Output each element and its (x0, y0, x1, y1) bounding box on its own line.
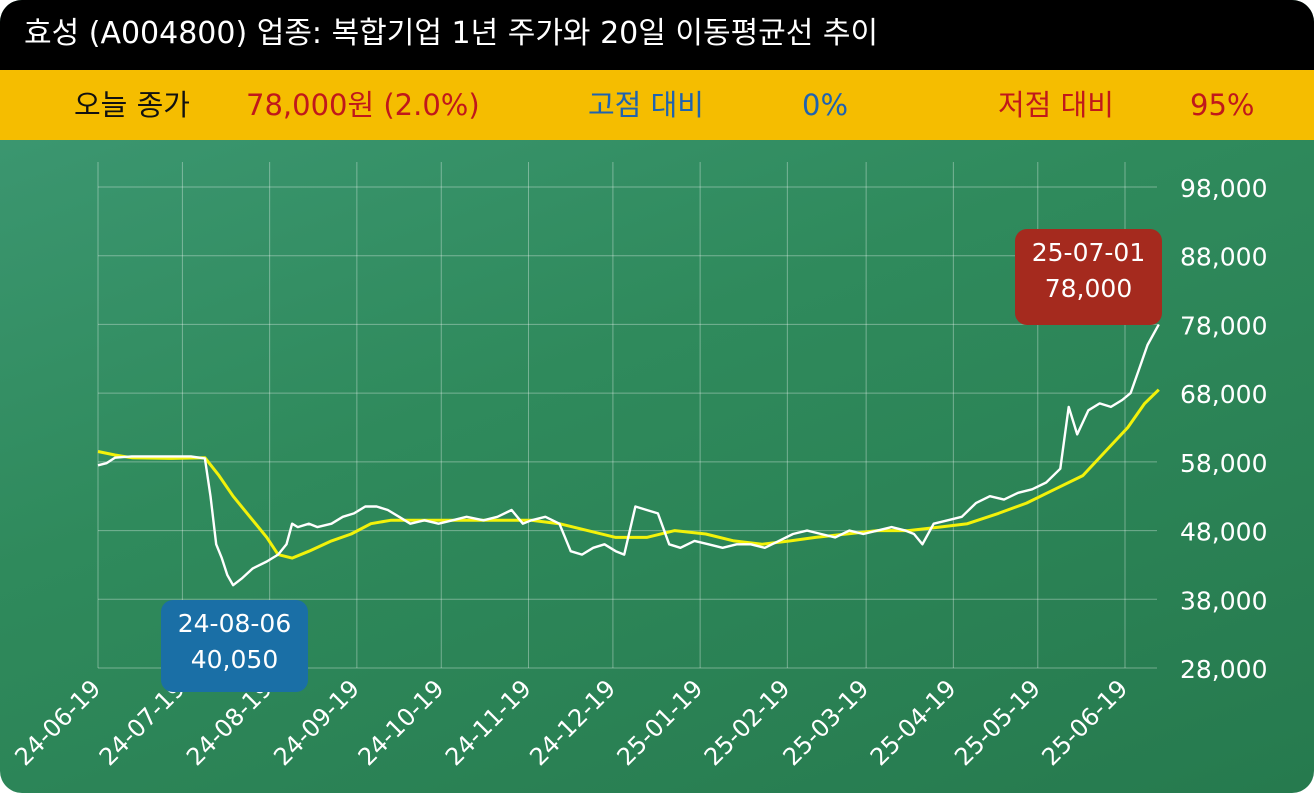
low-point-tag: 24-08-06 40,050 (161, 600, 308, 692)
low-point-date: 24-08-06 (177, 609, 292, 638)
low-diff-label: 저점 대비 (998, 88, 1114, 122)
grid-lines (97, 162, 1157, 669)
x-tick-label: 24-12-19 (524, 674, 621, 771)
x-tick-label: 24-10-19 (353, 674, 450, 771)
high-diff-value: 0% (802, 88, 849, 122)
x-tick-label: 25-05-19 (949, 674, 1046, 771)
price-line (97, 323, 1160, 587)
x-tick-label: 24-06-19 (9, 674, 106, 771)
high-point-tag: 25-07-01 78,000 (1015, 229, 1162, 325)
x-tick-label: 25-04-19 (865, 674, 962, 771)
y-tick-label: 78,000 (1180, 311, 1267, 340)
close-label: 오늘 종가 (74, 88, 190, 122)
ma20-line (97, 388, 1160, 560)
y-tick-label: 28,000 (1180, 655, 1267, 684)
y-tick-label: 68,000 (1180, 380, 1267, 409)
chart-title: 효성 (A004800) 업종: 복합기업 1년 주가와 20일 이동평균선 추… (24, 16, 879, 51)
y-tick-label: 38,000 (1180, 586, 1267, 615)
close-value: 78,000원 (2.0%) (246, 88, 480, 122)
price-chart: 28,000 38,000 48,000 58,000 68,000 78,000 88,0… (9, 162, 1267, 771)
y-axis-ticks: 28,000 38,000 48,000 58,000 68,000 78,000 88,0… (1180, 174, 1267, 684)
y-tick-label: 98,000 (1180, 174, 1267, 203)
low-diff-value: 95% (1190, 88, 1255, 122)
high-point-value: 78,000 (1044, 274, 1133, 303)
low-point-value: 40,050 (190, 645, 279, 674)
summary-bar: 오늘 종가 78,000원 (2.0%) 고점 대비 0% 저점 대비 95% (0, 70, 1314, 140)
x-tick-label: 25-03-19 (778, 674, 875, 771)
x-tick-label: 25-02-19 (699, 674, 796, 771)
x-tick-label: 24-11-19 (440, 674, 537, 771)
y-tick-label: 48,000 (1180, 518, 1267, 547)
y-tick-label: 58,000 (1180, 449, 1267, 478)
high-point-date: 25-07-01 (1031, 238, 1146, 267)
title-bar: 효성 (A004800) 업종: 복합기업 1년 주가와 20일 이동평균선 추… (0, 0, 1314, 70)
x-tick-label: 25-01-19 (612, 674, 709, 771)
y-tick-label: 88,000 (1180, 243, 1267, 272)
x-tick-label: 25-06-19 (1036, 674, 1133, 771)
high-diff-label: 고점 대비 (588, 88, 704, 122)
